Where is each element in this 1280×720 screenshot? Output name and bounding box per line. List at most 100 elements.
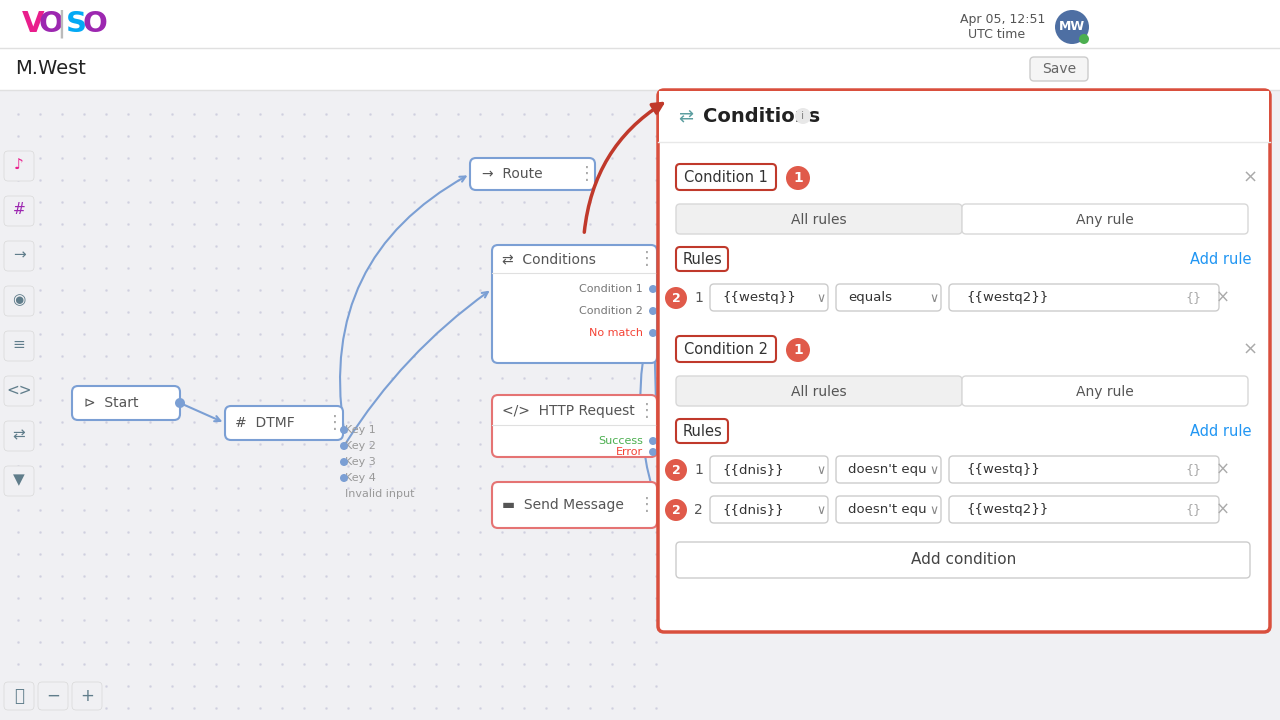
- FancyBboxPatch shape: [710, 284, 828, 311]
- Text: ◉: ◉: [13, 292, 26, 307]
- FancyBboxPatch shape: [4, 421, 35, 451]
- Text: ⋮: ⋮: [579, 165, 596, 183]
- Text: UTC time: UTC time: [968, 27, 1025, 40]
- Text: doesn't equ: doesn't equ: [849, 464, 927, 477]
- FancyBboxPatch shape: [470, 158, 595, 190]
- Text: </>  HTTP Request: </> HTTP Request: [502, 404, 635, 418]
- Circle shape: [340, 442, 348, 450]
- Text: ⋮: ⋮: [326, 414, 344, 432]
- Circle shape: [340, 458, 348, 466]
- Text: ⬜: ⬜: [14, 687, 24, 705]
- Text: ≡: ≡: [13, 338, 26, 353]
- Text: 2: 2: [672, 292, 681, 305]
- Bar: [0, 0, 1280, 48]
- Text: <>: <>: [6, 382, 32, 397]
- Text: Any rule: Any rule: [1076, 385, 1134, 399]
- Bar: [0, 48, 1280, 90]
- Circle shape: [666, 459, 687, 481]
- Text: ∨: ∨: [929, 292, 938, 305]
- Text: {}: {}: [1185, 292, 1201, 305]
- Circle shape: [649, 329, 657, 337]
- FancyBboxPatch shape: [836, 284, 941, 311]
- FancyBboxPatch shape: [963, 204, 1248, 234]
- FancyBboxPatch shape: [492, 395, 657, 457]
- FancyBboxPatch shape: [72, 682, 102, 710]
- Circle shape: [649, 437, 657, 445]
- FancyBboxPatch shape: [225, 406, 343, 440]
- Text: ∨: ∨: [817, 292, 826, 305]
- Text: Condition 1: Condition 1: [580, 284, 643, 294]
- Text: ×: ×: [1216, 461, 1230, 479]
- Text: Key 1: Key 1: [346, 425, 376, 435]
- Text: ⋮: ⋮: [637, 250, 657, 268]
- Text: {}: {}: [1185, 464, 1201, 477]
- FancyBboxPatch shape: [492, 482, 657, 528]
- Text: ⋮: ⋮: [637, 496, 657, 514]
- Text: #  DTMF: # DTMF: [236, 416, 294, 430]
- FancyBboxPatch shape: [4, 151, 35, 181]
- Text: All rules: All rules: [791, 385, 847, 399]
- Circle shape: [1079, 34, 1089, 44]
- Text: ⇄: ⇄: [13, 428, 26, 443]
- FancyBboxPatch shape: [963, 376, 1248, 406]
- FancyBboxPatch shape: [4, 331, 35, 361]
- FancyBboxPatch shape: [658, 90, 1270, 632]
- Circle shape: [795, 108, 812, 124]
- Text: ▬  Send Message: ▬ Send Message: [502, 498, 623, 512]
- Text: MW: MW: [1059, 20, 1085, 34]
- Text: ×: ×: [1243, 169, 1257, 187]
- Text: {}: {}: [1185, 503, 1201, 516]
- Text: Condition 2: Condition 2: [684, 343, 768, 358]
- FancyBboxPatch shape: [4, 466, 35, 496]
- Circle shape: [175, 398, 186, 408]
- FancyBboxPatch shape: [948, 496, 1219, 523]
- Text: Key 2: Key 2: [346, 441, 376, 451]
- Text: Add rule: Add rule: [1190, 253, 1252, 268]
- FancyBboxPatch shape: [1030, 57, 1088, 81]
- Text: {{dnis}}: {{dnis}}: [722, 503, 783, 516]
- Circle shape: [666, 499, 687, 521]
- Text: 1: 1: [794, 343, 803, 357]
- Text: {{westq2}}: {{westq2}}: [966, 292, 1048, 305]
- FancyBboxPatch shape: [4, 286, 35, 316]
- Text: ×: ×: [1216, 289, 1230, 307]
- Circle shape: [340, 426, 348, 434]
- Text: i: i: [801, 111, 805, 121]
- Text: Rules: Rules: [682, 425, 722, 439]
- Text: {{westq}}: {{westq}}: [722, 292, 796, 305]
- Text: Rules: Rules: [682, 253, 722, 268]
- Text: All rules: All rules: [791, 213, 847, 227]
- FancyBboxPatch shape: [836, 456, 941, 483]
- Text: ♪: ♪: [14, 158, 24, 173]
- FancyBboxPatch shape: [72, 386, 180, 420]
- Text: V: V: [22, 10, 45, 38]
- Text: −: −: [46, 687, 60, 705]
- Text: O: O: [83, 10, 108, 38]
- Text: 1: 1: [694, 463, 703, 477]
- Text: ×: ×: [1216, 501, 1230, 519]
- Text: ⋮: ⋮: [637, 402, 657, 420]
- Text: ∨: ∨: [929, 503, 938, 516]
- Text: O: O: [38, 10, 64, 38]
- FancyBboxPatch shape: [710, 496, 828, 523]
- Text: Any rule: Any rule: [1076, 213, 1134, 227]
- FancyBboxPatch shape: [710, 456, 828, 483]
- FancyBboxPatch shape: [948, 284, 1219, 311]
- Text: doesn't equ: doesn't equ: [849, 503, 927, 516]
- Text: ⇄: ⇄: [678, 107, 694, 125]
- Text: ⇄  Conditions: ⇄ Conditions: [502, 252, 596, 266]
- Circle shape: [649, 285, 657, 293]
- FancyBboxPatch shape: [836, 496, 941, 523]
- FancyBboxPatch shape: [38, 682, 68, 710]
- Text: 1: 1: [694, 291, 703, 305]
- FancyBboxPatch shape: [4, 196, 35, 226]
- Text: →: →: [13, 248, 26, 263]
- Circle shape: [1055, 10, 1089, 44]
- Text: Apr 05, 12:51: Apr 05, 12:51: [960, 14, 1046, 27]
- Circle shape: [649, 307, 657, 315]
- Text: S: S: [67, 10, 87, 38]
- Text: Condition 2: Condition 2: [579, 306, 643, 316]
- Bar: [0, 90, 1280, 720]
- Text: {{dnis}}: {{dnis}}: [722, 464, 783, 477]
- Text: Key 3: Key 3: [346, 457, 376, 467]
